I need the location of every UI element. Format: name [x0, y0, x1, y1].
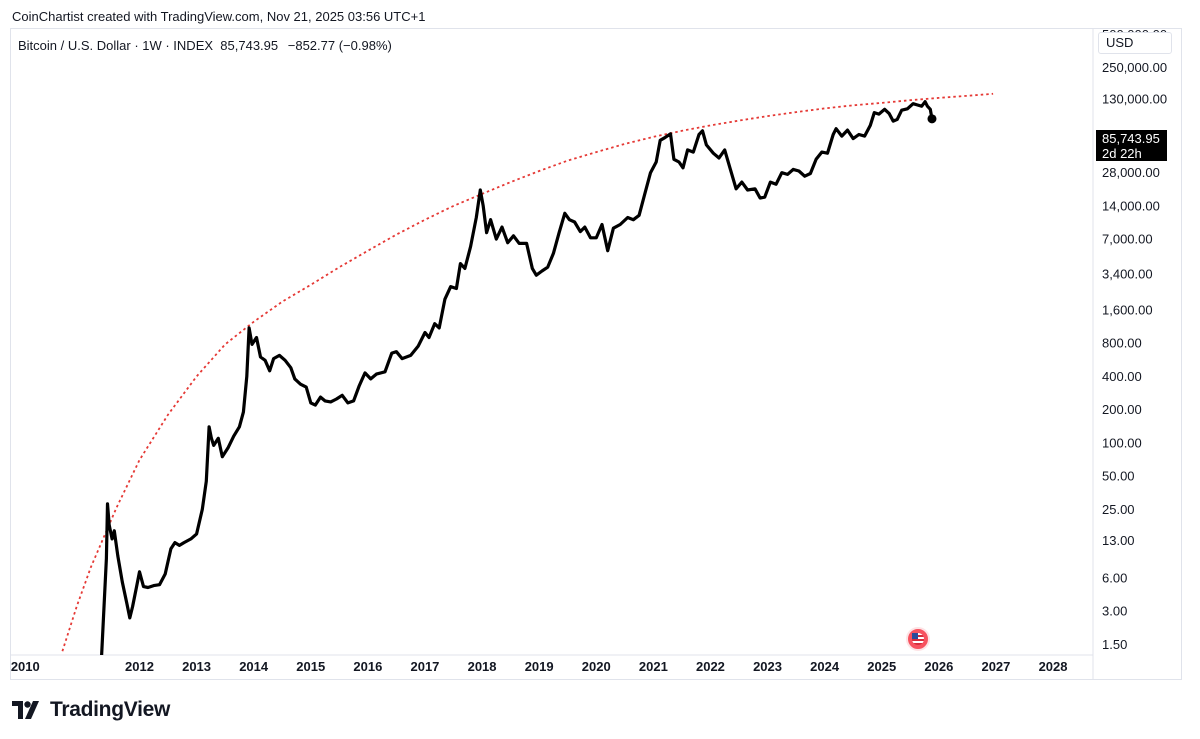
price-axis[interactable]: 500,000.00250,000.00130,000.0028,000.001…: [1102, 27, 1167, 652]
y-tick-label: 25.00: [1102, 502, 1135, 517]
x-tick-label: 2020: [582, 659, 611, 674]
trend-curve: [61, 92, 994, 652]
y-tick-label: 7,000.00: [1102, 232, 1153, 247]
flag-canton: [912, 633, 918, 639]
bar-countdown: 2d 22h: [1102, 146, 1142, 161]
y-tick-label: 1.50: [1102, 637, 1127, 652]
x-tick-label: 2028: [1039, 659, 1068, 674]
x-tick-label: 2017: [410, 659, 439, 674]
x-tick-label: 2015: [296, 659, 325, 674]
tradingview-logo-icon: [12, 701, 39, 719]
x-tick-label: 2027: [981, 659, 1010, 674]
legend-symbol: Bitcoin / U.S. Dollar · 1W · INDEX: [18, 38, 214, 53]
tradingview-brand[interactable]: TradingView: [12, 698, 170, 722]
x-tick-label: 2018: [468, 659, 497, 674]
us-flag-icon[interactable]: [906, 627, 930, 651]
y-tick-label: 3.00: [1102, 604, 1127, 619]
x-tick-label: 2019: [525, 659, 554, 674]
y-tick-label: 400.00: [1102, 369, 1142, 384]
x-tick-label: 2022: [696, 659, 725, 674]
y-tick-label: 130,000.00: [1102, 92, 1167, 107]
y-tick-label: 800.00: [1102, 336, 1142, 351]
y-tick-label: 3,400.00: [1102, 266, 1153, 281]
y-tick-label: 13.00: [1102, 533, 1135, 548]
x-tick-label: 2012: [125, 659, 154, 674]
chart-frame: [10, 28, 1182, 680]
brand-name: TradingView: [50, 698, 171, 721]
x-tick-label: 2016: [353, 659, 382, 674]
y-tick-label: 200.00: [1102, 402, 1142, 417]
y-tick-label: 14,000.00: [1102, 198, 1160, 213]
x-tick-label: 2021: [639, 659, 668, 674]
x-tick-label: 2026: [924, 659, 953, 674]
symbol-legend[interactable]: Bitcoin / U.S. Dollar · 1W · INDEX 85,74…: [18, 38, 392, 53]
plot-area[interactable]: [61, 92, 994, 664]
y-tick-label: 28,000.00: [1102, 165, 1160, 180]
y-tick-label: 50.00: [1102, 469, 1135, 484]
x-tick-label: 2014: [239, 659, 269, 674]
x-tick-label: 2024: [810, 659, 840, 674]
currency-button[interactable]: USD: [1098, 32, 1172, 54]
y-tick-label: 100.00: [1102, 435, 1142, 450]
x-tick-label: 2025: [867, 659, 896, 674]
y-tick-label: 6.00: [1102, 570, 1127, 585]
price-line[interactable]: [100, 100, 934, 664]
x-tick-label: 2023: [753, 659, 782, 674]
legend-change: −852.77 (−0.98%): [287, 38, 392, 53]
last-price-value: 85,743.95: [1102, 131, 1160, 146]
last-price-dot[interactable]: [927, 114, 937, 124]
legend-last-price: 85,743.95: [220, 38, 279, 53]
x-tick-label: 2013: [182, 659, 211, 674]
x-tick-label: 2010: [11, 659, 40, 674]
flag-stripes: [912, 633, 924, 645]
y-tick-label: 250,000.00: [1102, 60, 1167, 75]
y-tick-label: 1,600.00: [1102, 302, 1153, 317]
chart-attribution: CoinChartist created with TradingView.co…: [12, 9, 426, 24]
time-axis[interactable]: 2010 2012 2013 2014 2015 2016 2017 2018 2019 2020…: [11, 659, 1068, 674]
last-price-label: 85,743.95 2d 22h: [1096, 130, 1167, 161]
